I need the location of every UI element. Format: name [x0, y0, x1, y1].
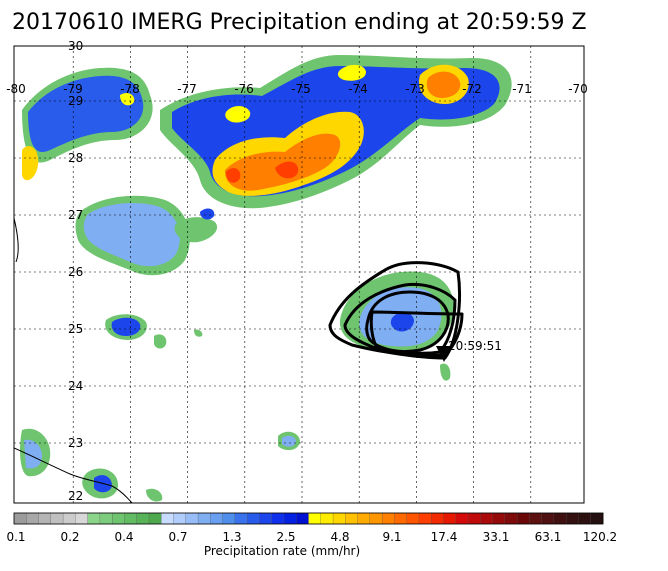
rain-band-south: [20, 428, 300, 502]
colorbar-cell: [578, 512, 592, 525]
lon-label: -71: [512, 82, 532, 96]
colorbar-cell: [50, 512, 64, 525]
colorbar-cell: [296, 512, 309, 525]
lat-label: 26: [68, 265, 83, 279]
colorbar-tick-label: 0.7: [168, 530, 187, 544]
lat-label: 29: [68, 94, 83, 108]
colorbar-cell: [369, 512, 383, 525]
lon-label: -76: [234, 82, 254, 96]
lon-label: -72: [462, 82, 482, 96]
colorbar-cell: [62, 512, 76, 525]
colorbar-caption: Precipitation rate (mm/hr): [204, 544, 360, 558]
colorbar-cell: [112, 512, 125, 525]
lon-label: -73: [405, 82, 425, 96]
colorbar-cell: [516, 512, 530, 525]
colorbar-cell: [222, 512, 236, 525]
colorbar-cell: [75, 512, 89, 525]
lat-label: 22: [68, 489, 83, 503]
colorbar-tick-label: 0.2: [60, 530, 79, 544]
colorbar-cell: [124, 512, 138, 525]
rain-band-central: [75, 195, 218, 349]
lat-label: 27: [68, 208, 83, 222]
coastline: [14, 217, 133, 503]
colorbar-cell: [566, 512, 579, 525]
colorbar-tick-labels: 0.1 0.2 0.4 0.7 1.3 2.5 4.8 9.1 17.4 33.…: [6, 530, 617, 544]
storm-track-contours: [328, 261, 464, 360]
longitude-labels: -80 -79 -78 -77 -76 -75 -74 -73 -72 -71 …: [6, 82, 588, 96]
colorbar-cell: [197, 512, 211, 525]
colorbar-cell: [148, 512, 162, 525]
colorbar-cell: [431, 512, 444, 525]
lon-label: -78: [120, 82, 140, 96]
lon-label: -74: [348, 82, 368, 96]
colorbar-tick-label: 17.4: [431, 530, 458, 544]
colorbar-cell: [283, 512, 297, 525]
colorbar-cell: [234, 512, 248, 525]
colorbar-cell: [394, 512, 408, 525]
colorbar-cell: [332, 512, 346, 525]
colorbar-cell: [210, 512, 224, 525]
colorbar-cell: [38, 512, 52, 525]
colorbar-tick-label: 63.1: [535, 530, 562, 544]
colorbar-cell: [455, 512, 469, 525]
colorbar-cell: [357, 512, 371, 525]
colorbar-cell: [541, 512, 555, 525]
lat-label: 25: [68, 322, 83, 336]
map-title: 20170610 IMERG Precipitation ending at 2…: [12, 10, 587, 35]
colorbar-tick-label: 120.2: [583, 530, 617, 544]
colorbar-cell: [529, 512, 543, 525]
colorbar-cell: [87, 512, 101, 525]
colorbar-tick-label: 33.1: [483, 530, 510, 544]
colorbar-cell: [480, 512, 494, 525]
colorbar-tick-label: 2.5: [276, 530, 295, 544]
colorbar-cell: [467, 512, 481, 525]
colorbar-cell: [590, 512, 604, 525]
colorbar-cell: [345, 512, 359, 525]
colorbar-cell: [418, 512, 432, 525]
colorbar-tick-label: 0.4: [114, 530, 133, 544]
colorbar-cell: [271, 512, 285, 525]
colorbar-cell: [173, 512, 187, 525]
colorbar-cell: [13, 512, 27, 525]
colorbar-cell: [26, 512, 39, 525]
grid-lines: [14, 46, 584, 503]
colorbar-cell: [246, 512, 260, 525]
colorbar-tick-label: 9.1: [382, 530, 401, 544]
colorbar-cell: [161, 512, 174, 525]
colorbar-cell: [553, 512, 567, 525]
colorbar-cell: [406, 512, 420, 525]
latitude-labels: 30 29 28 27 26 25 24 23 22: [68, 39, 83, 503]
lon-label: -77: [177, 82, 197, 96]
colorbar-cell: [443, 512, 457, 525]
lon-label: -80: [6, 82, 26, 96]
lat-label: 24: [68, 379, 83, 393]
colorbar-cell: [504, 512, 518, 525]
colorbar-cell: [381, 512, 395, 525]
storm-position-marker: [436, 346, 452, 362]
colorbar-cell: [320, 512, 334, 525]
lat-label: 28: [68, 151, 83, 165]
lon-label: -70: [568, 82, 588, 96]
colorbar-tick-label: 1.3: [222, 530, 241, 544]
colorbar-frame: [13, 512, 604, 525]
precipitation-field: [20, 55, 512, 502]
colorbar-cell: [492, 512, 506, 525]
colorbar-cell: [259, 512, 273, 525]
lon-label: -79: [63, 82, 83, 96]
colorbar-cell: [99, 512, 113, 525]
colorbar: [13, 512, 604, 525]
map-frame: [13, 45, 585, 504]
storm-time-label: 20:59:51: [448, 339, 502, 353]
lon-label: -75: [291, 82, 311, 96]
colorbar-tick-label: 0.1: [6, 530, 25, 544]
colorbar-tick-label: 4.8: [330, 530, 349, 544]
colorbar-cell: [185, 512, 199, 525]
rain-band-north: [22, 55, 512, 209]
lat-label: 23: [68, 436, 83, 450]
colorbar-cell: [136, 512, 150, 525]
colorbar-cell: [308, 512, 322, 525]
